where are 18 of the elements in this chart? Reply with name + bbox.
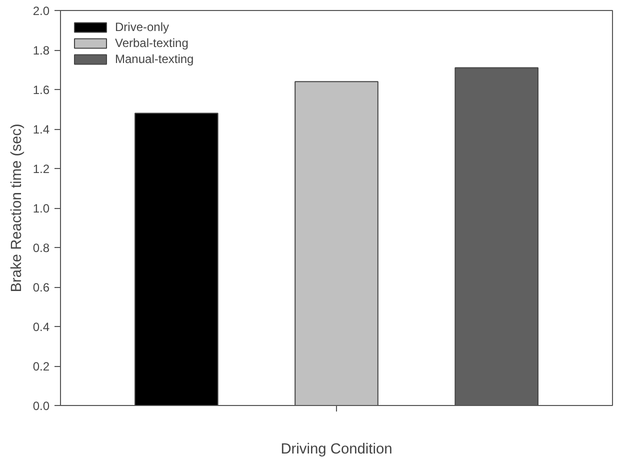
- y-tick-label: 1.4: [32, 122, 50, 136]
- y-tick-label: 1.0: [32, 202, 50, 216]
- y-tick-label: 2.0: [32, 4, 50, 18]
- bar: [134, 112, 218, 406]
- legend-label: Drive-only: [115, 20, 170, 34]
- y-tick-label: 0.2: [32, 360, 50, 374]
- y-tick-label: 1.6: [32, 83, 50, 97]
- y-tick-label: 1.8: [32, 44, 50, 58]
- y-tick-label: 1.2: [32, 162, 50, 176]
- bar: [294, 81, 378, 406]
- legend-label: Manual-texting: [115, 52, 194, 66]
- y-tick-label: 0.6: [32, 280, 50, 294]
- y-tick-label: 0.4: [32, 320, 50, 334]
- legend-label: Verbal-texting: [115, 36, 188, 50]
- y-tick-label: 0.8: [32, 241, 50, 255]
- y-axis-title: Brake Reaction time (sec): [8, 124, 25, 292]
- y-tick-label: 0.0: [32, 399, 50, 413]
- x-axis-title: Driving Condition: [280, 442, 392, 458]
